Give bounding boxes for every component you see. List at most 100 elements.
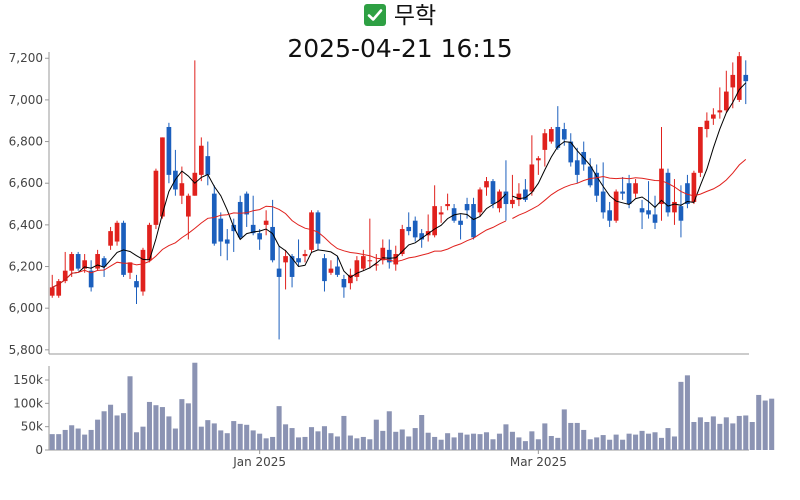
volume-bar: [691, 422, 697, 450]
candle-body: [134, 281, 139, 288]
candle-body: [289, 256, 295, 277]
volume-bar: [244, 424, 250, 450]
volume-bar: [529, 431, 535, 450]
candle-body: [471, 204, 476, 238]
volume-bar: [179, 399, 185, 450]
candle-body: [490, 181, 496, 205]
candle-body: [633, 183, 638, 194]
volume-bar: [49, 434, 55, 450]
volume-bar: [471, 433, 477, 450]
candle-body: [510, 199, 515, 205]
volume-bar: [406, 436, 412, 450]
candle-body: [367, 260, 373, 262]
volume-bar: [568, 422, 574, 450]
moving-average-lines: [51, 82, 747, 288]
candle-body: [95, 254, 100, 269]
candle-body: [594, 172, 600, 196]
volume-bar: [620, 439, 626, 450]
candle-body: [108, 231, 113, 246]
candle-body: [620, 191, 625, 194]
volume-bar: [315, 431, 321, 450]
candle-body: [698, 126, 703, 173]
volume-bar: [555, 437, 561, 450]
candle-body: [276, 268, 282, 277]
volume-bar: [665, 428, 671, 450]
volume-bar: [250, 430, 256, 450]
candle-body: [341, 279, 347, 288]
volume-bar: [308, 427, 315, 450]
volume-bar: [607, 439, 613, 450]
candle-body: [315, 212, 321, 244]
volume-bar: [192, 362, 198, 450]
candle-body: [484, 181, 489, 188]
volume-bar: [412, 428, 418, 450]
volume-bar: [509, 431, 515, 450]
volume-bar: [380, 430, 386, 450]
volume-bar: [296, 437, 302, 450]
candle-body: [503, 191, 509, 205]
check-mark-icon: [363, 4, 386, 26]
candle-body: [438, 212, 444, 215]
volume-bar: [678, 381, 684, 450]
volume-bars: [49, 362, 775, 450]
moving-average-5-line: [512, 82, 747, 209]
volume-bar: [263, 438, 269, 450]
candle-body: [218, 218, 224, 242]
volume-bar: [354, 438, 360, 450]
volume-bar: [516, 437, 522, 450]
volume-bar: [477, 434, 483, 450]
volume-bar: [646, 433, 652, 450]
candle-body: [399, 229, 405, 255]
volume-bar: [302, 436, 308, 450]
volume-bar: [704, 422, 710, 450]
volume-y-tick-label: 50k: [21, 420, 43, 434]
volume-bar: [69, 425, 75, 450]
volume-bar: [769, 398, 775, 450]
volume-bar: [723, 417, 729, 450]
candle-body: [335, 266, 340, 275]
candle-body: [114, 222, 120, 242]
volume-bar: [101, 411, 107, 450]
moving-average-5-line: [51, 170, 507, 288]
candle-body: [412, 220, 418, 238]
candle-body: [717, 110, 723, 113]
candle-body: [548, 129, 554, 142]
candle-body: [730, 74, 736, 88]
volume-bar: [211, 423, 217, 450]
price-y-tick-label: 5,800: [9, 343, 43, 357]
candle-body: [672, 201, 677, 213]
x-tick-label: Mar 2025: [510, 455, 567, 469]
candle-body: [121, 222, 126, 275]
volume-bar: [736, 415, 742, 450]
volume-bar: [419, 415, 425, 450]
moving-average-20-line: [51, 205, 507, 288]
candle-body: [140, 249, 146, 292]
volume-bar: [224, 433, 230, 450]
volume-bar: [133, 432, 140, 450]
candle-body: [49, 287, 55, 296]
volume-bar: [671, 436, 677, 450]
candle-body: [361, 256, 366, 269]
volume-bar: [451, 437, 457, 450]
candle-body: [127, 262, 133, 273]
volume-bar: [639, 430, 645, 450]
candle-body: [561, 129, 567, 140]
volume-bar: [153, 405, 159, 450]
candle-body: [665, 172, 671, 213]
candle-body: [211, 193, 217, 244]
candle-body: [723, 91, 729, 111]
candle-body: [626, 183, 632, 205]
volume-bar: [121, 413, 127, 450]
volume-bar: [373, 419, 379, 450]
volume-bar: [393, 431, 399, 450]
candle-body: [574, 160, 580, 175]
volume-bar: [458, 432, 464, 450]
candle-body: [542, 133, 548, 150]
volume-y-tick-label: 0: [35, 443, 43, 457]
volume-bar: [743, 415, 749, 450]
candle-body: [685, 183, 690, 205]
chart-datetime: 2025-04-21 16:15: [287, 34, 513, 63]
volume-bar: [464, 434, 470, 450]
price-y-tick-label: 6,000: [9, 301, 43, 315]
